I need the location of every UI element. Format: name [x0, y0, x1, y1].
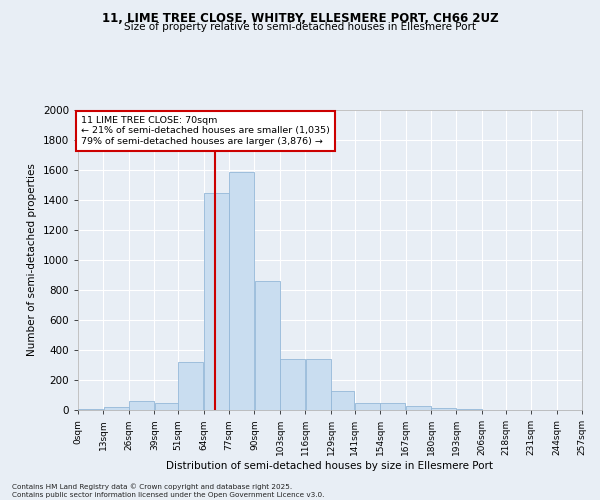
X-axis label: Distribution of semi-detached houses by size in Ellesmere Port: Distribution of semi-detached houses by … — [167, 461, 493, 471]
Text: 11, LIME TREE CLOSE, WHITBY, ELLESMERE PORT, CH66 2UZ: 11, LIME TREE CLOSE, WHITBY, ELLESMERE P… — [101, 12, 499, 26]
Y-axis label: Number of semi-detached properties: Number of semi-detached properties — [27, 164, 37, 356]
Bar — [406, 406, 431, 410]
Bar — [78, 408, 103, 410]
Bar — [204, 192, 229, 410]
Bar — [129, 401, 154, 410]
Bar — [104, 407, 129, 410]
Text: Size of property relative to semi-detached houses in Ellesmere Port: Size of property relative to semi-detach… — [124, 22, 476, 32]
Bar — [178, 362, 203, 410]
Bar — [280, 359, 305, 410]
Bar — [155, 402, 178, 410]
Bar — [229, 172, 254, 410]
Bar — [355, 402, 380, 410]
Bar — [431, 408, 456, 410]
Bar — [380, 403, 405, 410]
Text: Contains HM Land Registry data © Crown copyright and database right 2025.
Contai: Contains HM Land Registry data © Crown c… — [12, 484, 325, 498]
Bar — [255, 281, 280, 410]
Bar — [331, 390, 354, 410]
Text: 11 LIME TREE CLOSE: 70sqm
← 21% of semi-detached houses are smaller (1,035)
79% : 11 LIME TREE CLOSE: 70sqm ← 21% of semi-… — [81, 116, 330, 146]
Bar — [306, 359, 331, 410]
Bar — [457, 409, 482, 410]
